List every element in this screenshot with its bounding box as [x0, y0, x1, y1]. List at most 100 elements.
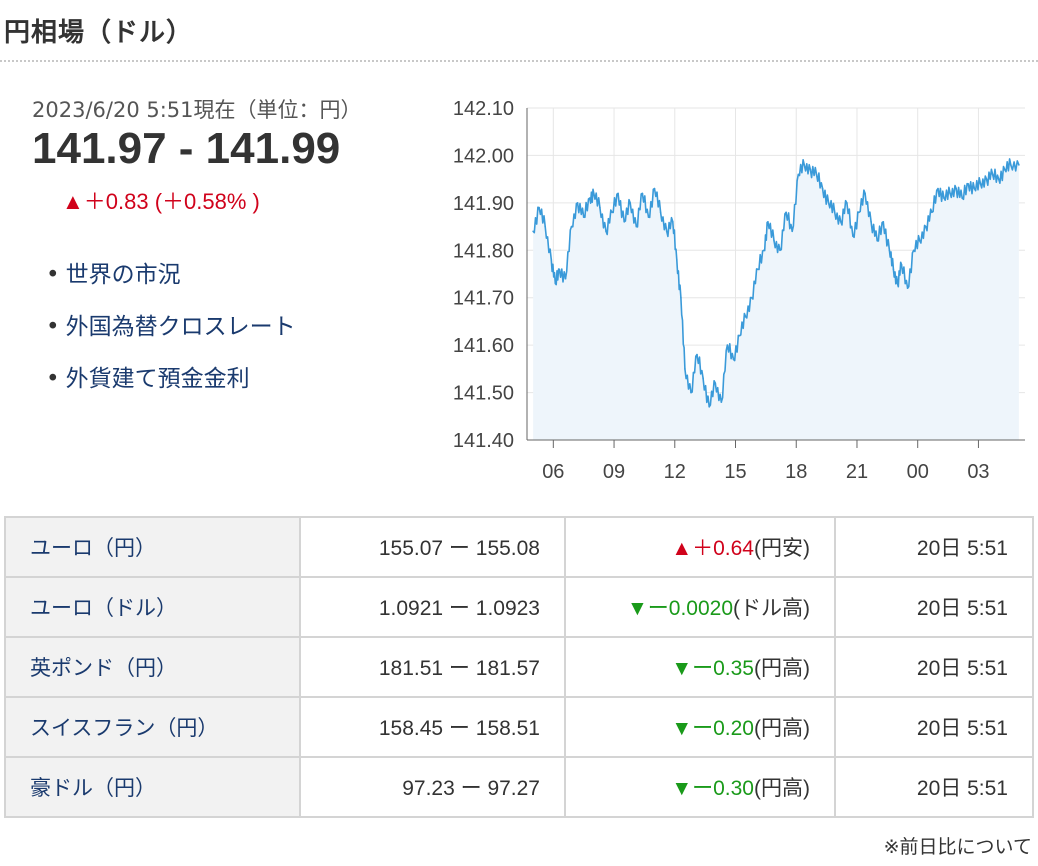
price-point: [738, 334, 741, 337]
link-deposit-rates[interactable]: 外貨建て預金金利: [65, 366, 250, 392]
price-point: [629, 202, 631, 204]
currency-pair-link[interactable]: 豪ドル（円）: [30, 777, 156, 800]
change-value: ▼ー0.20: [671, 717, 754, 740]
price-point: [538, 206, 540, 209]
price-point: [1010, 164, 1012, 166]
price-point: [785, 211, 787, 214]
x-tick-label: 09: [603, 461, 625, 483]
table-row: 豪ドル（円） 97.23 ー 97.27 ▼ー0.30(円高) 20日 5:51: [4, 756, 1034, 818]
price-point: [672, 221, 674, 223]
price-point: [961, 197, 963, 199]
price-point: [653, 187, 656, 190]
change-note: (円高): [754, 777, 810, 800]
price-point: [791, 230, 793, 233]
price-point: [732, 358, 735, 361]
currency-pair-link[interactable]: ユーロ（ドル）: [30, 597, 177, 620]
price-point: [906, 287, 909, 289]
price-point: [726, 344, 729, 346]
table-row: 英ポンド（円） 181.51 ー 181.57 ▼ー0.35(円高) 20日 5:51: [4, 636, 1034, 698]
table-row: ユーロ（円） 155.07 ー 155.08 ▲＋0.64(円安) 20日 5:51: [4, 516, 1034, 578]
quote-range: 141.97 - 141.99: [32, 124, 341, 173]
currency-pair-link[interactable]: スイスフラン（円）: [30, 717, 219, 740]
link-item: • 外国為替クロスレート: [46, 308, 296, 360]
y-tick-label: 142.00: [453, 145, 514, 167]
price-point: [925, 225, 927, 228]
price-line: [532, 158, 1020, 408]
price-point: [744, 315, 747, 318]
currency-pair-link[interactable]: 英ポンド（円）: [30, 657, 177, 680]
price-point: [870, 221, 872, 223]
price-point: [680, 296, 682, 299]
y-tick-label: 142.10: [453, 98, 514, 120]
price-point: [767, 221, 769, 223]
price-point: [846, 202, 848, 204]
price-point: [576, 202, 579, 204]
bid-ask: 181.51 ー 181.57: [299, 636, 566, 698]
price-point: [997, 178, 1000, 180]
price-point: [985, 178, 988, 180]
y-tick-label: 141.40: [453, 430, 514, 452]
price-point: [617, 192, 619, 195]
price-point: [979, 183, 982, 185]
price-point: [611, 211, 613, 214]
price-point: [955, 187, 957, 190]
price-point: [931, 211, 933, 214]
price-point: [593, 192, 595, 195]
price-point: [554, 282, 557, 285]
table-row: スイスフラン（円） 158.45 ー 158.51 ▼ー0.20(円高) 20日 5:…: [4, 696, 1034, 758]
link-item: • 外貨建て預金金利: [46, 360, 296, 412]
price-point: [821, 187, 824, 190]
price-point: [779, 249, 781, 252]
related-links: • 世界の市況 • 外国為替クロスレート • 外貨建て預金金利: [46, 256, 296, 412]
y-tick-label: 141.70: [453, 288, 514, 310]
price-point: [967, 183, 970, 185]
x-tick-label: 12: [664, 461, 686, 483]
change-note: (円高): [754, 717, 810, 740]
price-point: [833, 211, 836, 214]
price-point: [696, 353, 698, 356]
price-point: [876, 240, 878, 242]
change-note: (円安): [754, 537, 810, 560]
price-point: [564, 277, 567, 280]
price-point: [912, 249, 915, 252]
x-tick-label: 06: [542, 461, 564, 483]
price-point: [582, 216, 585, 218]
price-point: [892, 268, 895, 271]
bid-ask: 155.07 ー 155.08: [299, 516, 566, 578]
price-point: [949, 192, 951, 195]
price-point: [803, 164, 806, 166]
price-point: [773, 240, 775, 242]
update-time: 20日 5:51: [834, 636, 1034, 698]
change-value: ▼ー0.35: [671, 657, 754, 680]
price-point: [690, 391, 692, 394]
price-point: [589, 197, 591, 199]
currency-pair-link[interactable]: ユーロ（円）: [30, 537, 156, 560]
cross-rate-table: ユーロ（円） 155.07 ー 155.08 ▲＋0.64(円安) 20日 5:51 ユ…: [4, 516, 1034, 818]
price-point: [763, 249, 765, 252]
price-point: [864, 192, 866, 195]
price-point: [665, 230, 668, 233]
bid-ask: 158.45 ー 158.51: [299, 696, 566, 758]
price-point: [550, 259, 553, 261]
x-tick-label: 03: [967, 461, 989, 483]
price-point: [809, 168, 812, 171]
price-point: [1018, 164, 1020, 166]
price-point: [852, 235, 854, 237]
price-point: [720, 401, 723, 403]
change-value: ▼ー0.0020: [626, 597, 733, 620]
link-item: • 世界の市況: [46, 256, 296, 308]
table-row: ユーロ（ドル） 1.0921 ー 1.0923 ▼ー0.0020(ドル高) 20日 5…: [4, 576, 1034, 638]
bid-ask: 1.0921 ー 1.0923: [299, 576, 566, 638]
quote-timestamp: 2023/6/20 5:51現在（単位：円）: [32, 98, 362, 122]
link-cross-rates[interactable]: 外国為替クロスレート: [65, 314, 296, 340]
footnote-link[interactable]: ※前日比について: [883, 836, 1032, 858]
price-point: [973, 187, 976, 190]
quote-change: ▲＋0.83 (＋0.58% ): [62, 189, 260, 214]
link-world-markets[interactable]: 世界の市況: [65, 262, 181, 288]
price-point: [827, 202, 830, 204]
price-point: [943, 197, 945, 199]
usd-jpy-chart: 142.10 142.00 141.90 141.80 141.70 141.60 141.…: [453, 98, 1025, 483]
x-tick-label: 21: [846, 461, 868, 483]
update-time: 20日 5:51: [834, 756, 1034, 818]
price-point: [888, 249, 891, 252]
